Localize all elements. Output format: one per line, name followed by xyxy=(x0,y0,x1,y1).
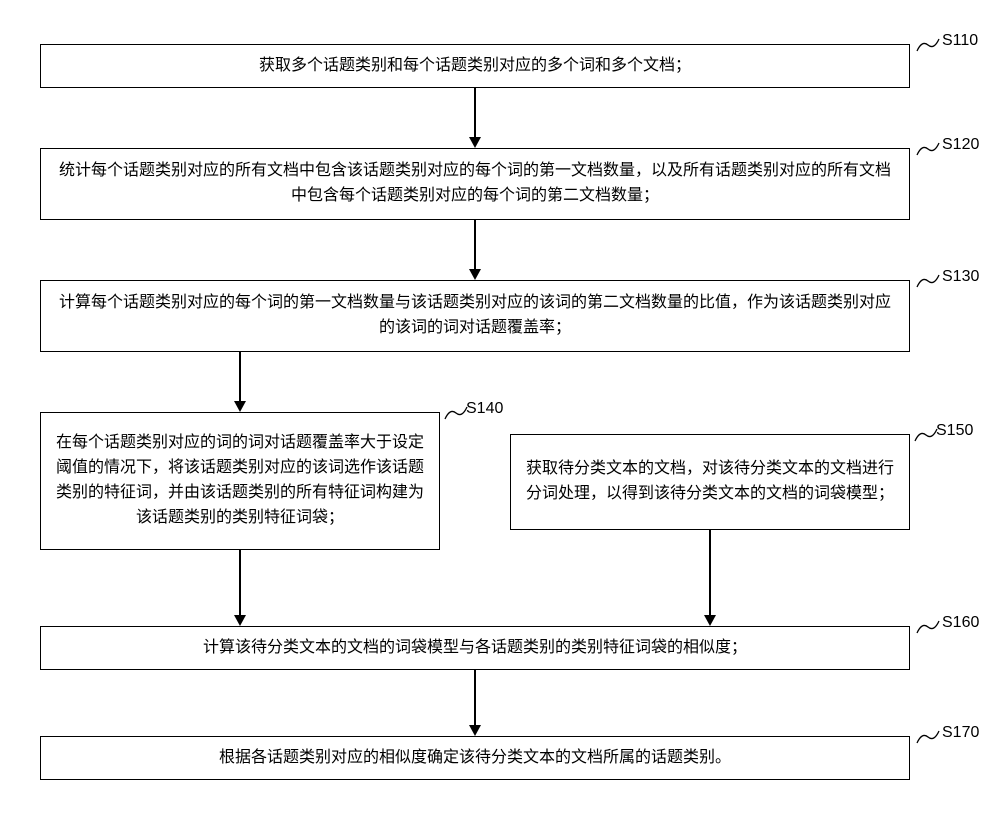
arrow-head-icon xyxy=(469,725,481,736)
node-text: 计算每个话题类别对应的每个词的第一文档数量与该话题类别对应的该词的第二文档数量的… xyxy=(55,291,895,341)
label-curve-icon xyxy=(914,428,938,442)
flow-node-n1: 获取多个话题类别和每个话题类别对应的多个词和多个文档； xyxy=(40,44,910,88)
step-label-S150: S150 xyxy=(936,422,973,440)
label-curve-icon xyxy=(916,38,940,52)
arrow-head-icon xyxy=(704,615,716,626)
node-text: 计算该待分类文本的文档的词袋模型与各话题类别的类别特征词袋的相似度； xyxy=(203,636,747,661)
label-curve-icon xyxy=(444,406,468,420)
arrow-line-a2 xyxy=(474,220,476,270)
label-curve-icon xyxy=(916,142,940,156)
node-text: 根据各话题类别对应的相似度确定该待分类文本的文档所属的话题类别。 xyxy=(219,746,731,771)
node-text: 获取待分类文本的文档，对该待分类文本的文档进行分词处理，以得到该待分类文本的文档… xyxy=(525,457,895,507)
step-label-S120: S120 xyxy=(942,136,979,154)
step-label-S140: S140 xyxy=(466,400,503,418)
label-curve-icon xyxy=(916,730,940,744)
step-label-S170: S170 xyxy=(942,724,979,742)
step-label-S130: S130 xyxy=(942,268,979,286)
node-text: 获取多个话题类别和每个话题类别对应的多个词和多个文档； xyxy=(259,54,691,79)
flow-node-n7: 根据各话题类别对应的相似度确定该待分类文本的文档所属的话题类别。 xyxy=(40,736,910,780)
arrow-head-icon xyxy=(234,401,246,412)
label-curve-icon xyxy=(916,274,940,288)
flow-node-n2: 统计每个话题类别对应的所有文档中包含该话题类别对应的每个词的第一文档数量，以及所… xyxy=(40,148,910,220)
arrow-line-a4 xyxy=(239,550,241,616)
arrow-head-icon xyxy=(469,137,481,148)
label-curve-icon xyxy=(916,620,940,634)
arrow-line-a3 xyxy=(239,352,241,402)
arrow-head-icon xyxy=(469,269,481,280)
arrow-line-a5 xyxy=(709,530,711,616)
step-label-S110: S110 xyxy=(942,32,978,50)
flow-node-n6: 计算该待分类文本的文档的词袋模型与各话题类别的类别特征词袋的相似度； xyxy=(40,626,910,670)
arrow-head-icon xyxy=(234,615,246,626)
flow-node-n4: 在每个话题类别对应的词的词对话题覆盖率大于设定阈值的情况下，将该话题类别对应的该… xyxy=(40,412,440,550)
arrow-line-a6 xyxy=(474,670,476,726)
node-text: 在每个话题类别对应的词的词对话题覆盖率大于设定阈值的情况下，将该话题类别对应的该… xyxy=(55,431,425,530)
node-text: 统计每个话题类别对应的所有文档中包含该话题类别对应的每个词的第一文档数量，以及所… xyxy=(55,159,895,209)
flow-node-n3: 计算每个话题类别对应的每个词的第一文档数量与该话题类别对应的该词的第二文档数量的… xyxy=(40,280,910,352)
flow-node-n5: 获取待分类文本的文档，对该待分类文本的文档进行分词处理，以得到该待分类文本的文档… xyxy=(510,434,910,530)
step-label-S160: S160 xyxy=(942,614,979,632)
arrow-line-a1 xyxy=(474,88,476,138)
